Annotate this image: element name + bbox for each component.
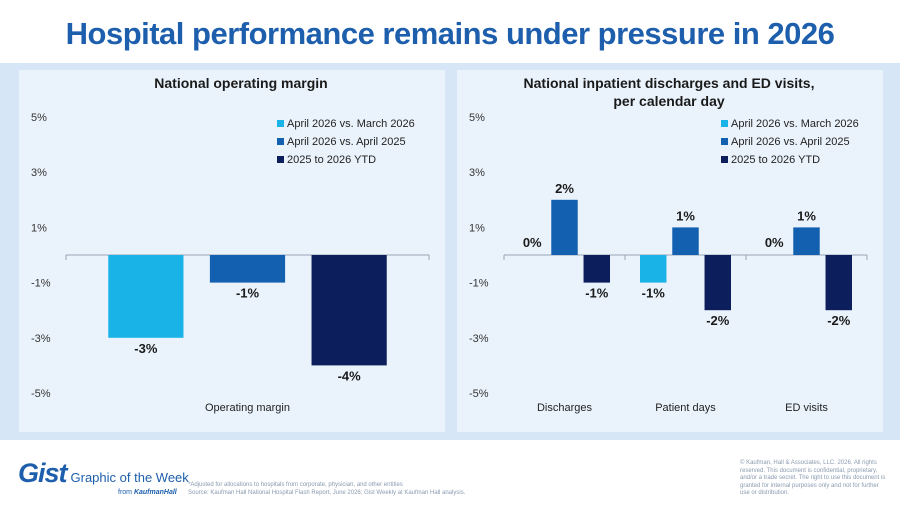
operating-margin-panel: National operating margin 5% 3% 1% -1% -3% -5%…	[19, 70, 445, 432]
y-tick-label: 3%	[469, 167, 485, 179]
bar	[672, 227, 699, 255]
legend-swatch	[721, 120, 728, 127]
data-label: -4%	[338, 368, 362, 383]
data-label: 2%	[555, 181, 574, 196]
gist-logo: Gist Graphic of the Week from KaufmanHall	[18, 458, 189, 496]
discharges-panel: National inpatient discharges and ED vis…	[457, 70, 883, 432]
legend-swatch	[277, 156, 284, 163]
data-label: -1%	[236, 286, 260, 301]
data-label: 1%	[797, 208, 816, 223]
y-tick-label: 1%	[31, 222, 47, 234]
y-tick-label: -5%	[31, 388, 51, 400]
category-label: Patient days	[655, 402, 716, 414]
bar	[209, 255, 286, 283]
gist-brand: Gist	[18, 458, 68, 488]
gotw-tagline: Graphic of the Week	[70, 470, 189, 485]
bar	[793, 227, 820, 255]
category-label: Discharges	[537, 402, 593, 414]
copyright-notice: © Kaufman, Hall & Associates, LLC. 2026.…	[740, 460, 886, 496]
legend-swatch	[721, 138, 728, 145]
bar	[825, 255, 852, 311]
legend-swatch	[277, 138, 284, 145]
data-label: 0%	[523, 235, 542, 250]
legend-entry: April 2026 vs. April 2025	[287, 136, 406, 148]
y-tick-label: -3%	[31, 333, 51, 345]
legend-entry: 2025 to 2026 YTD	[731, 154, 820, 166]
y-tick-label: -5%	[469, 388, 489, 400]
footnote-line1: *Adjusted for allocations to hospitals f…	[188, 482, 403, 488]
legend-entry: April 2026 vs. April 2025	[731, 136, 850, 148]
y-tick-label: 5%	[31, 112, 47, 124]
bar	[551, 199, 578, 255]
data-label: 0%	[765, 235, 784, 250]
y-tick-label: 3%	[31, 167, 47, 179]
bar	[640, 255, 667, 283]
legend-swatch	[277, 120, 284, 127]
bar	[583, 255, 610, 283]
chart-title-line2: per calendar day	[613, 93, 724, 109]
data-label: -3%	[134, 341, 158, 356]
data-label: -2%	[827, 313, 851, 328]
operating-margin-chart: National operating margin 5% 3% 1% -1% -3% -5%…	[31, 75, 430, 414]
category-label: ED visits	[785, 402, 828, 414]
from-text: from	[118, 489, 132, 496]
data-label: -2%	[706, 313, 730, 328]
bar	[311, 255, 387, 366]
footnote-source: Source: Kaufman Hall National Hospital F…	[188, 490, 466, 496]
chart-title: National inpatient discharges and ED vis…	[524, 75, 815, 91]
legend-entry: April 2026 vs. March 2026	[731, 118, 859, 130]
from-kaufmanhall: from KaufmanHall	[118, 489, 177, 496]
y-tick-label: -3%	[469, 333, 489, 345]
y-tick-label: 1%	[469, 222, 485, 234]
data-label: -1%	[642, 286, 666, 301]
legend-entry: 2025 to 2026 YTD	[287, 154, 376, 166]
legend-swatch	[721, 156, 728, 163]
category-label: Operating margin	[205, 402, 290, 414]
data-label: -1%	[585, 286, 609, 301]
legend-entry: April 2026 vs. March 2026	[287, 118, 415, 130]
page-title: Hospital performance remains under press…	[65, 16, 835, 51]
y-tick-label: -1%	[469, 278, 489, 290]
chart-title: National operating margin	[154, 75, 327, 91]
y-tick-label: -1%	[31, 278, 51, 290]
data-label: 1%	[676, 208, 695, 223]
kaufmanhall-brand: KaufmanHall	[133, 489, 177, 496]
bar	[704, 255, 731, 311]
bar	[108, 255, 184, 338]
discharges-chart: National inpatient discharges and ED vis…	[469, 75, 868, 414]
y-tick-label: 5%	[469, 112, 485, 124]
footnote: *Adjusted for allocations to hospitals f…	[188, 481, 465, 497]
